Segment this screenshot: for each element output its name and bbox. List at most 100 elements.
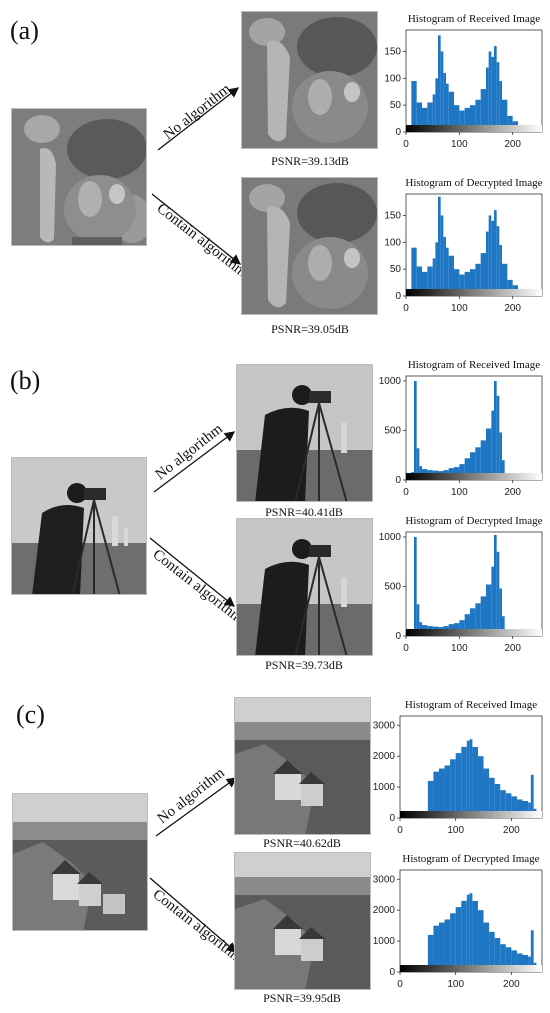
histogram-bar xyxy=(494,938,501,965)
x-tick-label: 0 xyxy=(403,487,409,498)
histogram-bar xyxy=(427,626,433,629)
psnr-decrypted: PSNR=39.95dB xyxy=(263,991,341,1005)
histogram-bar xyxy=(507,115,513,125)
histogram-bar xyxy=(454,105,460,125)
histogram-bar xyxy=(477,910,484,965)
histogram-bar xyxy=(464,614,470,629)
histogram-bar xyxy=(502,99,508,125)
y-tick-label: 100 xyxy=(384,237,401,248)
histogram-bar xyxy=(435,242,438,289)
no-algorithm-label: No algorithm xyxy=(161,81,234,143)
histogram-bar xyxy=(459,620,465,629)
histogram-bar xyxy=(486,428,492,473)
psnr-received: PSNR=40.62dB xyxy=(263,836,341,850)
x-tick-label: 0 xyxy=(397,825,403,836)
y-tick-label: 3000 xyxy=(373,720,396,731)
histogram-bar xyxy=(499,245,502,289)
histogram-bar xyxy=(475,447,481,473)
psnr-decrypted: PSNR=39.05dB xyxy=(271,322,349,336)
x-tick-label: 100 xyxy=(447,825,464,836)
x-tick-label: 0 xyxy=(403,303,409,314)
histogram-bar xyxy=(459,274,465,289)
histogram-bar xyxy=(459,110,465,125)
y-tick-label: 50 xyxy=(390,100,402,111)
arrow-contain-algorithm: Contain algorithm xyxy=(150,877,246,967)
decrypted-village-image xyxy=(234,852,371,990)
histogram-bar xyxy=(454,623,460,629)
histogram-bar xyxy=(480,89,486,125)
histogram-bar xyxy=(455,753,462,811)
y-tick-label: 1000 xyxy=(379,376,402,387)
histogram-title: Histogram of Decrypted Image xyxy=(405,515,542,527)
histogram-bar xyxy=(416,102,422,125)
histogram-bar xyxy=(472,746,478,811)
x-tick-label: 200 xyxy=(503,825,520,836)
histogram-bar xyxy=(483,922,490,965)
histogram-bar xyxy=(516,953,523,965)
histogram-bar xyxy=(491,220,494,289)
histogram-bar xyxy=(494,46,497,125)
no-algorithm-label: No algorithm xyxy=(153,421,226,483)
histogram-title: Histogram of Received Image xyxy=(408,13,540,25)
histogram-bar xyxy=(512,285,518,289)
arrow-contain-algorithm: Contain algorithm xyxy=(150,537,246,627)
y-tick-label: 150 xyxy=(384,46,401,57)
histogram-bar xyxy=(488,51,492,126)
x-tick-label: 100 xyxy=(451,139,468,150)
histogram-bar xyxy=(422,271,428,289)
x-tick-label: 0 xyxy=(397,979,403,990)
arrow-no-algorithm: No algorithm xyxy=(153,421,236,493)
histogram-bar xyxy=(494,210,497,289)
original-peppers-image xyxy=(11,108,147,246)
histogram-bar xyxy=(488,215,492,289)
y-tick-label: 1000 xyxy=(373,936,396,947)
decrypted-cameraman-image xyxy=(236,518,373,656)
histogram-bar xyxy=(444,765,451,811)
histogram-bar xyxy=(469,739,473,811)
histogram-bar xyxy=(494,784,501,811)
no-algorithm-label: No algorithm xyxy=(155,765,228,827)
histogram-bar xyxy=(438,922,445,965)
histogram-bar xyxy=(500,944,506,965)
histogram-bar xyxy=(469,893,473,965)
x-tick-label: 200 xyxy=(504,643,521,654)
x-tick-label: 0 xyxy=(403,643,409,654)
histogram-bar xyxy=(489,777,495,811)
histogram-bar xyxy=(438,768,445,811)
histogram-bar xyxy=(411,81,417,125)
gray-colorbar xyxy=(406,289,542,296)
histogram-bar xyxy=(433,771,439,811)
histogram-bar xyxy=(443,470,449,473)
y-tick-label: 0 xyxy=(395,475,401,486)
histogram-bar xyxy=(427,470,433,473)
gray-colorbar xyxy=(406,629,542,636)
histogram-bar xyxy=(494,380,497,473)
x-tick-label: 200 xyxy=(504,487,521,498)
histogram-bar xyxy=(502,616,505,629)
histogram-bar xyxy=(443,236,446,289)
histogram-decrypted-b: Histogram of Decrypted Image 0 100 200 0 500 1… xyxy=(379,515,543,654)
histogram-bar xyxy=(477,756,484,811)
histogram-bar xyxy=(530,774,534,811)
psnr-received: PSNR=39.13dB xyxy=(271,154,349,168)
histogram-bar xyxy=(511,796,517,811)
histogram-bar xyxy=(444,919,451,965)
histogram-bar xyxy=(446,247,449,289)
histogram-bar xyxy=(475,603,481,629)
x-tick-label: 200 xyxy=(504,303,521,314)
histogram-bar xyxy=(411,472,414,473)
panel-label: (b) xyxy=(10,366,41,395)
histogram-bar xyxy=(461,900,467,965)
histogram-bar xyxy=(438,35,441,125)
histogram-bar xyxy=(480,253,486,289)
histogram-bar xyxy=(448,624,454,629)
psnr-received: PSNR=40.41dB xyxy=(265,505,343,519)
histogram-bar xyxy=(472,900,478,965)
histogram-received-a: Histogram of Received Image 0 100 200 0 50 100… xyxy=(384,13,543,150)
histogram-bar xyxy=(427,780,434,811)
histogram-bar xyxy=(466,740,470,811)
received-cameraman-image xyxy=(236,364,373,502)
x-tick-label: 100 xyxy=(451,303,468,314)
histogram-bar xyxy=(494,534,497,629)
